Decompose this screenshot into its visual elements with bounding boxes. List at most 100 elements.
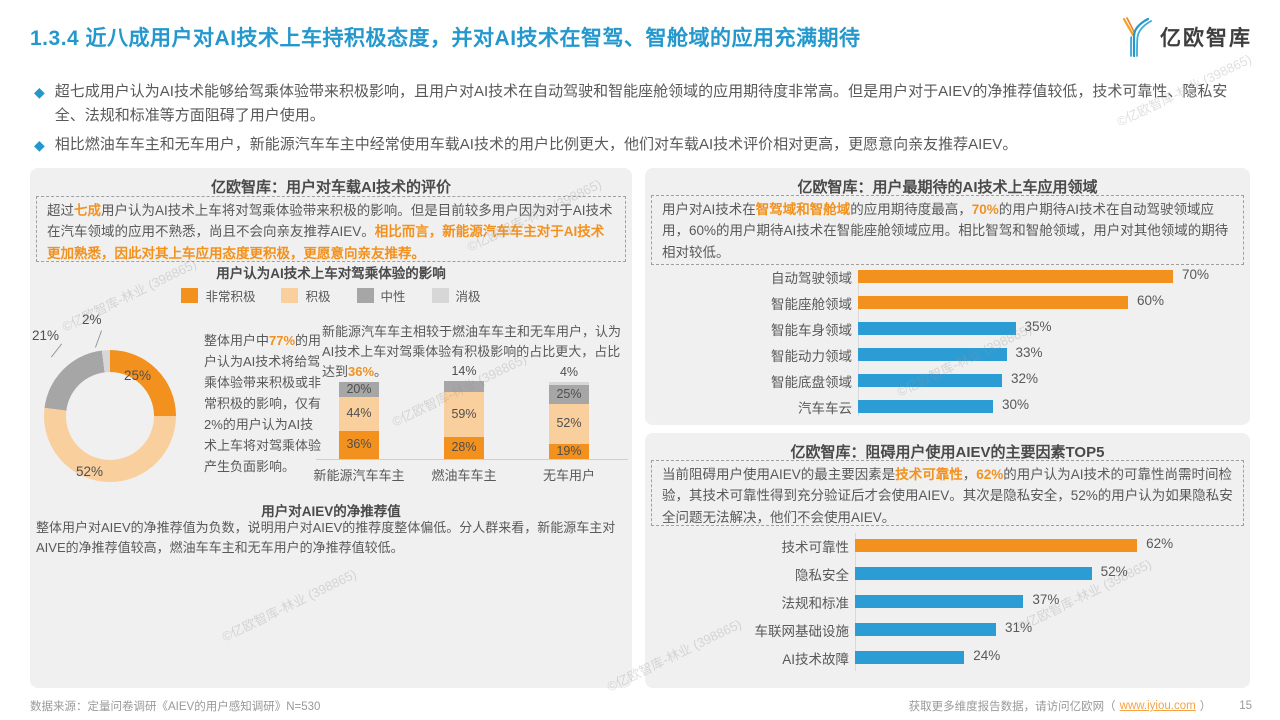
- stacked-segment-label: 59%: [451, 406, 477, 421]
- plain-text: 用户对AI技术在: [662, 202, 756, 217]
- donut-value-label: 2%: [82, 312, 102, 327]
- legend-item: 中性: [356, 286, 406, 305]
- stacked-segment: [444, 381, 484, 392]
- plain-text: 用户认为AI技术上车将对驾乘体验带来积极的影响。但是目前较多用户因为对于AI技术…: [47, 203, 613, 240]
- hbar-bar: [858, 296, 1128, 309]
- hbar-value-label: 37%: [1032, 592, 1060, 607]
- accent-text: 智驾域和智舱域: [755, 202, 851, 217]
- legend-item: 消极: [431, 286, 481, 305]
- donut-value-label: 25%: [124, 368, 152, 383]
- stacked-category-label: 新能源汽车车主: [313, 468, 405, 483]
- stacked-segment-label: 25%: [556, 386, 582, 401]
- hbar-bar: [858, 348, 1007, 361]
- panel-ai-evaluation: 亿欧智库：用户对车载AI技术的评价 超过七成用户认为AI技术上车将对驾乘体验带来…: [30, 168, 632, 688]
- hbar-category-label: 隐私安全: [795, 568, 849, 583]
- hbar-bar: [855, 623, 997, 636]
- brand-logo-text: 亿欧智库: [1160, 27, 1252, 50]
- hbar-value-label: 31%: [1005, 620, 1033, 635]
- plain-text: 超过: [47, 203, 74, 218]
- legend-label: 积极: [305, 290, 331, 304]
- stacked-segment: [339, 397, 379, 432]
- stacked-note: 新能源汽车车主相较于燃油车车主和无车用户，认为AI技术上车对驾乘体验有积极影响的…: [322, 322, 628, 382]
- hbar-bar: [855, 651, 965, 664]
- plain-text: 的用户认为AI技术将给驾乘体验带来积极或非常积极的影响，仅有2%的用户认为AI技…: [204, 333, 322, 475]
- stacked-segment: [549, 404, 589, 445]
- hbar-bar: [858, 322, 1016, 335]
- panel-obstacles: 亿欧智库：阻碍用户使用AIEV的主要因素TOP5 当前阻碍用户使用AIEV的最主…: [645, 433, 1250, 688]
- accent-text: 62%: [976, 467, 1004, 482]
- legend-swatch-icon: [281, 288, 299, 303]
- donut-leader-line: [50, 343, 63, 358]
- accent-text: 相比而言，新能源汽车车主对于AI技术更加熟悉，因此对其上车应用态度更积极，更愿意…: [47, 224, 605, 261]
- hbar-bar: [855, 567, 1092, 580]
- hbar-bar: [855, 539, 1138, 552]
- hbar-category-label: 汽车车云: [798, 401, 852, 416]
- experience-stacked-chart: 新能源汽车车主相较于燃油车车主和无车用户，认为AI技术上车对驾乘体验有积极影响的…: [308, 320, 632, 488]
- stacked-segment-label: 4%: [559, 365, 579, 379]
- obstacles-callout: 当前阻碍用户使用AIEV的最主要因素是技术可靠性，62%的用户认为AI技术的可靠…: [651, 460, 1244, 526]
- plain-text: 整体用户中: [204, 333, 270, 348]
- hbar-value-label: 62%: [1146, 536, 1174, 551]
- stacked-segment: [549, 382, 589, 386]
- nps-description: 整体用户对AIEV的净推荐值为负数，说明用户对AIEV的推荐度整体偏低。分人群来…: [36, 520, 616, 556]
- donut-leader-line: [94, 330, 103, 348]
- stacked-segment-label: 19%: [556, 443, 582, 458]
- plain-text: 。: [374, 364, 388, 380]
- hbar-category-label: 自动驾驶领域: [771, 271, 852, 286]
- stacked-baseline: [316, 459, 628, 460]
- page-number: 15: [1239, 700, 1252, 712]
- hbar-category-label: AI技术故障: [782, 652, 849, 667]
- accent-text: 36%: [348, 364, 375, 380]
- panel-obstacles-title: 亿欧智库：阻碍用户使用AIEV的主要因素TOP5: [790, 444, 1105, 461]
- diamond-bullet-icon: ◆: [34, 137, 45, 153]
- plain-text: 的用户认为AI技术的可靠性尚需时间检验，其技术可靠性得到充分验证后才会使用AIE…: [662, 467, 1233, 525]
- summary-bullet-1: ◆ 超七成用户认为AI技术能够给驾乘体验带来积极影响，且用户对AI技术在自动驾驶…: [34, 80, 1249, 128]
- legend-swatch-icon: [431, 288, 449, 303]
- hbar-bar: [858, 374, 1002, 387]
- stacked-segment: [444, 437, 484, 459]
- expected-domains-bar-chart: 自动驾驶领域 70% 智能座舱领域 60% 智能车身领域 35% 智能动力领域 33% 智能底盘…: [645, 168, 1250, 425]
- hbar-category-label: 智能座舱领域: [771, 297, 852, 312]
- hbar-value-label: 35%: [1024, 319, 1052, 334]
- legend-label: 非常积极: [205, 290, 256, 304]
- brand-logo-icon: [1122, 17, 1152, 58]
- legend-swatch-icon: [356, 288, 374, 303]
- hbar-value-label: 60%: [1137, 293, 1165, 308]
- page-title: 1.3.4 近八成用户对AI技术上车持积极态度，并对AI技术在智驾、智舱域的应用…: [30, 27, 861, 50]
- hbar-value-label: 32%: [1011, 371, 1039, 386]
- footer-more-text: 获取更多维度报告数据，请访问亿欧网（: [908, 701, 1116, 713]
- accent-text: 70%: [971, 202, 999, 217]
- panel-expected-domains: 亿欧智库：用户最期待的AI技术上车应用领域 用户对AI技术在智驾域和智舱域的应用…: [645, 168, 1250, 425]
- stacked-segment: [339, 431, 379, 459]
- stacked-segment: [339, 382, 379, 398]
- summary-bullet-2-text: 相比燃油车车主和无车用户，新能源汽车车主中经常使用车载AI技术的用户比例更大，他…: [54, 136, 1018, 153]
- stacked-segment-label: 52%: [556, 416, 582, 431]
- stacked-segment-label: 28%: [451, 440, 477, 455]
- footer-more-suffix: ）: [1199, 701, 1212, 713]
- hbar-category-label: 智能车身领域: [771, 323, 852, 338]
- experience-chart-legend: 非常积极 积极 中性 消极: [30, 286, 632, 305]
- hbar-category-label: 智能动力领域: [771, 349, 852, 364]
- summary-bullet-1-text: 超七成用户认为AI技术能够给驾乘体验带来积极影响，且用户对AI技术在自动驾驶和智…: [54, 83, 1228, 124]
- nps-bar-chart: -15整体用户16新能源汽车车主-41燃油车车主-15无车用户: [30, 716, 632, 720]
- donut-value-label: 52%: [76, 464, 104, 479]
- obstacles-bar-chart: 技术可靠性 62% 隐私安全 52% 法规和标准 37% 车联网基础设施 31% AI技术故障 2…: [645, 433, 1250, 688]
- hbar-bar: [858, 400, 993, 413]
- panel-expected-domains-title: 亿欧智库：用户最期待的AI技术上车应用领域: [797, 179, 1098, 196]
- stacked-segment-label: 44%: [346, 406, 372, 421]
- iyiou-link[interactable]: www.iyiou.com: [1119, 700, 1196, 712]
- hbar-bar: [855, 595, 1024, 608]
- experience-chart-title: 用户认为AI技术上车对驾乘体验的影响: [216, 266, 446, 281]
- stacked-segment: [549, 385, 589, 405]
- plain-text: 新能源汽车车主相较于燃油车车主和无车用户，认为AI技术上车对驾乘体验有积极影响的…: [322, 324, 622, 380]
- hbar-category-label: 智能底盘领域: [771, 375, 852, 390]
- expected-domains-callout: 用户对AI技术在智驾域和智舱域的应用期待度最高，70%的用户期待AI技术在自动驾…: [651, 195, 1244, 265]
- stacked-category-label: 燃油车车主: [431, 468, 497, 483]
- hbar-value-label: 24%: [973, 648, 1001, 663]
- data-source-note: 数据来源：定量问卷调研《AIEV的用户感知调研》N=530: [30, 701, 321, 713]
- hbar-bar: [858, 270, 1173, 283]
- hbar-category-label: 技术可靠性: [781, 540, 850, 555]
- donut-ring: [44, 350, 176, 482]
- plain-text: 的用户期待AI技术在自动驾驶领域应用，60%的用户期待AI技术在智能座舱领域应用…: [662, 202, 1229, 260]
